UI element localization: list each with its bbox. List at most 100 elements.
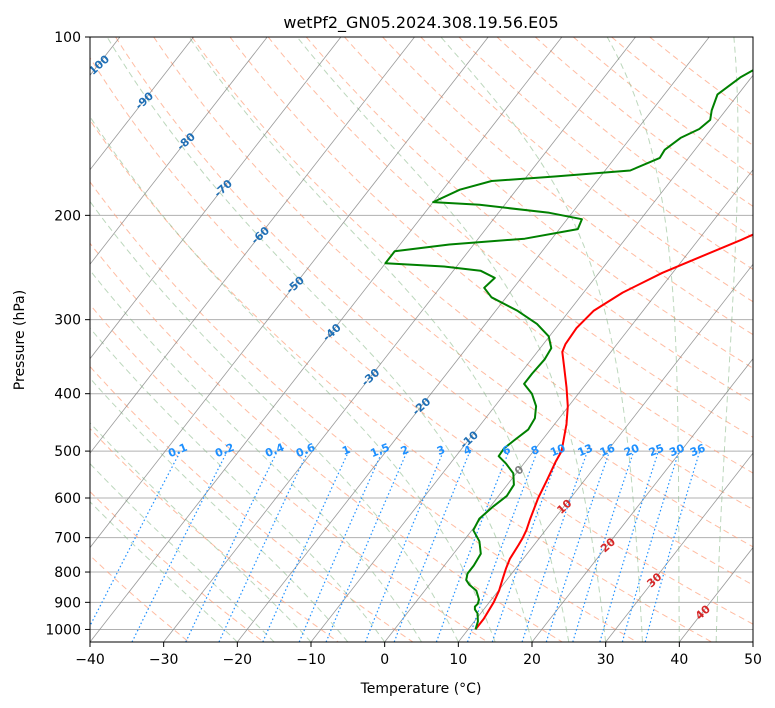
isotherm-label: -70 [212, 177, 236, 200]
mixing-ratio-line [262, 450, 350, 642]
moist-adiabat [90, 462, 275, 642]
mixing-ratio-label: 8 [529, 443, 541, 458]
isotherm-label: -60 [249, 224, 273, 247]
y-tick-label: 800 [54, 565, 81, 581]
mixing-ratio-line [364, 450, 444, 642]
isotherm-label: -50 [284, 273, 308, 296]
y-tick-label: 900 [54, 595, 81, 611]
mixing-ratio-line [298, 450, 384, 642]
dry-adiabat [229, 37, 753, 474]
moist-adiabat [90, 200, 459, 642]
mixing-ratio-line [325, 450, 408, 642]
dewpoint-line [384, 69, 753, 630]
moist-adiabat [715, 37, 739, 642]
moist-adiabat [188, 37, 570, 642]
dry-adiabat [534, 37, 753, 207]
moist-adiabat [106, 37, 533, 642]
mixing-ratio-line [131, 450, 228, 642]
mixing-ratio-line [218, 450, 309, 642]
mixing-ratio-label: 20 [622, 441, 641, 459]
isotherm-line [752, 641, 753, 642]
x-tick-label: −10 [296, 652, 326, 668]
isotherm-line [90, 37, 194, 171]
dry-adiabat [344, 37, 753, 369]
isotherms [90, 37, 753, 642]
dry-adiabat [573, 37, 753, 177]
sounding-series [384, 69, 753, 631]
isotherm-line [90, 37, 268, 265]
isotherm-label: 10 [554, 497, 574, 517]
x-axis-ticks: −40 −30 −20 −10 0 10 20 30 40 50 [75, 642, 762, 668]
dry-adiabat [153, 37, 753, 548]
mixing-ratio-line [393, 450, 471, 642]
isotherm-line [163, 37, 636, 642]
x-tick-label: 50 [744, 652, 762, 668]
moist-adiabat [90, 327, 386, 642]
dry-adiabat [420, 37, 753, 303]
mixing-ratio-line [521, 450, 589, 642]
mixing-ratio-line [545, 450, 611, 642]
mixing-ratio-label: 10 [548, 441, 567, 459]
moist-adiabat [606, 37, 680, 642]
mixing-ratio-label: 13 [576, 442, 595, 460]
y-tick-label: 500 [54, 444, 81, 460]
isotherm-label: -90 [133, 89, 157, 112]
dry-adiabat [191, 37, 753, 511]
mixing-ratio-label: 0.6 [294, 441, 317, 460]
moist-adiabat [90, 115, 496, 642]
plot-frame [89, 36, 754, 643]
dry-adiabat [496, 37, 753, 239]
mixing-ratio-label: 1 [340, 443, 352, 458]
moist-adiabat [90, 269, 422, 642]
mixing-ratio-line [435, 450, 510, 642]
dry-adiabat [305, 37, 753, 404]
isotherm-label: -40 [320, 321, 344, 344]
moist-adiabat [296, 37, 607, 642]
dry-adiabat [90, 56, 753, 625]
mixing-ratio-label: 36 [688, 441, 707, 459]
dry-adiabat [458, 37, 753, 270]
mixing-ratio-line [491, 450, 561, 642]
mixing-ratio-lines [90, 450, 701, 642]
isotherm-line [310, 74, 753, 642]
y-tick-label: 200 [54, 208, 81, 224]
y-axis-ticks: 100 200 300 400 500 600 700 800 900 1000 [45, 30, 90, 638]
mixing-ratio-line [572, 450, 635, 642]
moist-adiabat [90, 422, 312, 642]
mixing-ratio-label: 0.4 [263, 441, 286, 460]
x-tick-label: −20 [223, 652, 253, 668]
y-tick-label: 300 [54, 313, 81, 329]
mixing-ratio-line [644, 450, 701, 642]
isotherm-line [90, 37, 489, 549]
mixing-ratio-line [621, 450, 680, 642]
moist-adiabats [90, 37, 739, 642]
isotherm-line [384, 169, 753, 642]
mixing-ratio-line [90, 450, 181, 628]
dry-adiabat [90, 303, 488, 642]
mixing-ratio-label: 3 [435, 443, 447, 458]
dry-adiabat [382, 37, 753, 336]
x-axis-title: Temperature (°C) [360, 681, 482, 697]
y-tick-label: 100 [54, 30, 81, 46]
isotherm-label: -30 [359, 366, 383, 389]
pressure-grid [90, 37, 753, 630]
y-tick-label: 700 [54, 531, 81, 547]
isotherm-line [90, 37, 342, 360]
x-tick-label: 0 [380, 652, 389, 668]
mixing-ratio-labels: 0.1 0.2 0.4 0.6 1 1.5 2 3 4 6 8 10 13 16 20 25 30 36 [166, 441, 707, 461]
moist-adiabat [440, 37, 643, 642]
dry-adiabat [90, 490, 264, 642]
dry-adiabat [90, 365, 414, 642]
isotherm-label: -80 [174, 130, 198, 153]
x-tick-label: 10 [449, 652, 467, 668]
y-tick-label: 600 [54, 491, 81, 507]
isotherm-line [531, 358, 753, 642]
x-tick-label: 40 [670, 652, 688, 668]
dry-adiabat [90, 242, 563, 642]
isotherm-label: -100 [83, 52, 112, 80]
dry-adiabats [90, 37, 753, 642]
mixing-ratio-label: 16 [598, 441, 617, 459]
